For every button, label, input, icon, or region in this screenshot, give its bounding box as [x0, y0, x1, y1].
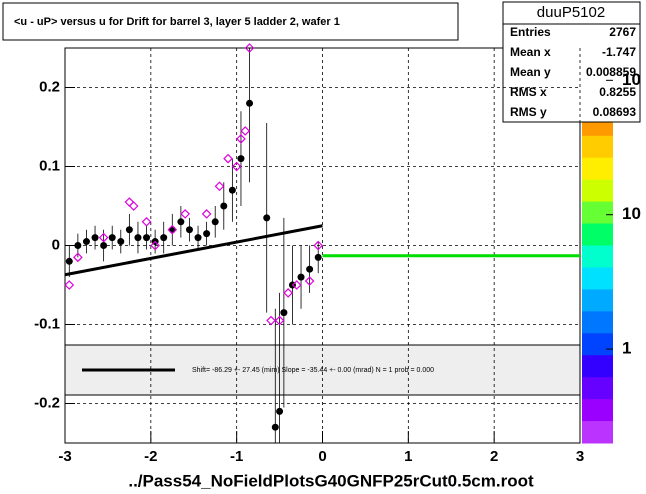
stats-label: RMS x [510, 85, 547, 99]
x-tick-label: 0 [318, 448, 326, 465]
palette-cell [582, 179, 613, 203]
title-box [2, 2, 459, 41]
stats-label: Mean y [510, 65, 551, 79]
palette-cell [582, 223, 613, 246]
x-tick-label: -1 [230, 448, 243, 465]
stats-label: RMS y [510, 105, 547, 119]
profile-point [263, 214, 271, 222]
palette-cell [582, 421, 613, 444]
x-tick-label: 1 [404, 448, 412, 465]
stats-value: 0.008859 [586, 65, 636, 79]
diamond-point [73, 252, 83, 263]
chart-title: <u - uP> versus u for Drift for barrel 3… [14, 16, 340, 28]
diamond-point [214, 181, 225, 192]
profile-point [177, 218, 185, 226]
profile-point [211, 218, 219, 226]
diamond-point [240, 126, 251, 136]
profile-point [100, 242, 108, 249]
palette-cell [582, 245, 613, 268]
y-tick-label: 0.2 [39, 78, 60, 95]
x-tick-label: 3 [576, 448, 584, 465]
profile-point [82, 238, 90, 246]
x-tick-label: 2 [490, 448, 498, 465]
diamond-point [266, 315, 276, 326]
profile-point [134, 234, 142, 242]
profile-point [246, 99, 254, 107]
diamond-point [244, 43, 255, 53]
diamond-point [98, 232, 109, 243]
profile-point [74, 242, 82, 249]
diamond-point [283, 288, 294, 298]
profile-point [228, 186, 236, 194]
profile-point [143, 234, 151, 242]
diamond-point [231, 161, 242, 172]
stats-value: 0.8255 [599, 85, 636, 99]
diamond-point [150, 240, 160, 251]
palette-cell [582, 377, 613, 400]
profile-point [194, 234, 202, 242]
profile-point [168, 226, 176, 234]
profile-point [314, 253, 322, 261]
palette-cell [582, 311, 613, 334]
x-tick-label: -2 [144, 448, 157, 465]
diamond-point [223, 153, 233, 164]
profile-point [276, 407, 284, 415]
profile-point [280, 309, 288, 317]
profile-point [220, 202, 228, 210]
y-tick-label: -0.1 [34, 315, 60, 332]
palette-cell [582, 267, 613, 290]
stats-value: 2767 [609, 25, 636, 39]
profile-point [237, 155, 245, 163]
diamond-point [304, 276, 315, 286]
stats-label: Mean x [510, 45, 551, 59]
diamond-point [313, 240, 324, 251]
palette-cell [582, 333, 613, 356]
palette-cell [582, 135, 613, 159]
stats-value: -1.747 [602, 45, 636, 59]
diamond-point [201, 209, 212, 219]
profile-point [125, 226, 133, 234]
palette-cell [582, 289, 613, 312]
diamond-point [128, 201, 139, 211]
stats-title: duuP5102 [537, 4, 605, 21]
y-tick-label: 0 [52, 236, 60, 253]
stats-box [502, 1, 641, 123]
palette-cell [582, 399, 613, 422]
profile-point [203, 230, 211, 238]
palette-cell [582, 355, 613, 378]
diamond-point [64, 280, 75, 290]
profile-point [91, 234, 99, 242]
profile-point [185, 226, 193, 234]
profile-point [306, 265, 314, 273]
footer: ../Pass54_NoFieldPlotsG40GNFP25rCut0.5cm… [128, 471, 534, 490]
z-tick-label: 10 [622, 204, 641, 223]
x-tick-label: -3 [58, 448, 71, 465]
y-tick-label: 0.1 [39, 157, 60, 174]
fit-line [64, 224, 323, 277]
legend-text: Shift= -86.29 +- 27.45 (mim) Slope = -35… [192, 367, 434, 374]
diamond-point [180, 209, 191, 219]
diamond-point [236, 134, 246, 144]
diamond-point [141, 216, 152, 227]
z-tick-label: 1 [622, 339, 631, 358]
stats-value: 0.08693 [593, 105, 637, 119]
z-tick-label: 10 [622, 70, 641, 89]
y-tick-label: -0.2 [34, 394, 60, 411]
profile-point [297, 273, 305, 281]
palette-cell [582, 201, 613, 225]
profile-point [108, 234, 116, 242]
profile-point [117, 238, 125, 246]
diamond-point [167, 224, 178, 235]
palette-cell [582, 157, 613, 181]
profile-point [65, 257, 73, 265]
diamond-point [274, 315, 285, 326]
diamond-point [291, 280, 302, 290]
profile-point [271, 423, 279, 431]
profile-point [160, 234, 168, 242]
stats-label: Entries [510, 25, 551, 39]
